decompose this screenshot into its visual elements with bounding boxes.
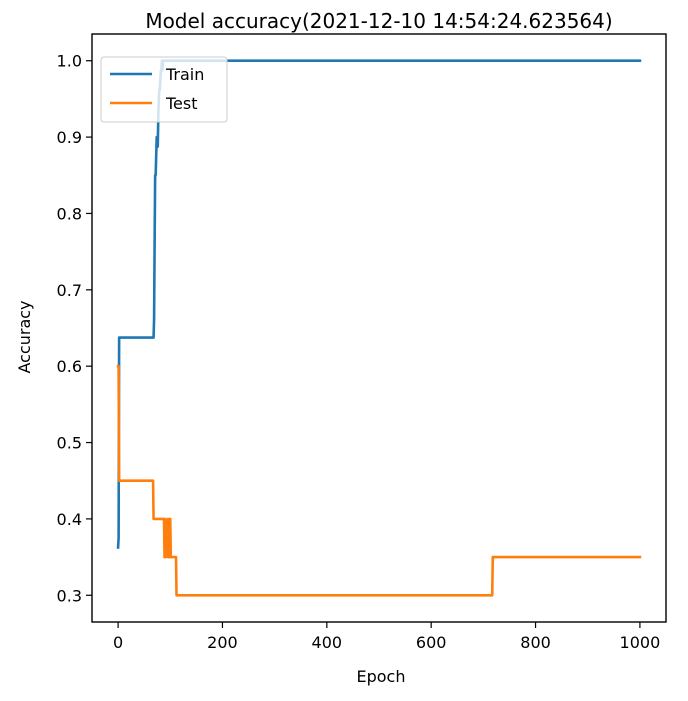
y-axis-label: Accuracy: [15, 300, 34, 373]
y-tick-label: 0.8: [57, 204, 82, 223]
y-tick-label: 1.0: [57, 52, 82, 71]
axes-frame: [91, 33, 667, 623]
x-axis: 0 200 400 600 800 1000: [113, 622, 660, 652]
x-axis-label: Epoch: [357, 667, 406, 686]
y-tick-label: 0.5: [57, 434, 82, 453]
y-tick-label: 0.9: [57, 128, 82, 147]
plot-area: [116, 59, 642, 597]
x-tick-label: 200: [207, 633, 238, 652]
y-tick-label: 0.6: [57, 357, 82, 376]
y-axis: 0.3 0.4 0.5 0.6 0.7 0.8 0.9 1.0: [57, 52, 92, 605]
x-tick-label: 1000: [620, 633, 661, 652]
legend-box: [100, 56, 228, 123]
legend-label-test: Test: [165, 94, 198, 113]
x-tick-label: 800: [520, 633, 551, 652]
x-tick-label: 600: [416, 633, 447, 652]
x-tick-label: 400: [312, 633, 343, 652]
y-tick-label: 0.4: [57, 510, 82, 529]
x-tick-label: 0: [113, 633, 123, 652]
y-tick-label: 0.3: [57, 586, 82, 605]
chart-title: Model accuracy(2021-12-10 14:54:24.62356…: [145, 9, 612, 33]
legend-label-train: Train: [165, 65, 204, 84]
series-line-train: [116, 59, 642, 549]
series-line-test: [116, 364, 642, 597]
legend: Train Test: [100, 56, 228, 123]
y-tick-label: 0.7: [57, 281, 82, 300]
